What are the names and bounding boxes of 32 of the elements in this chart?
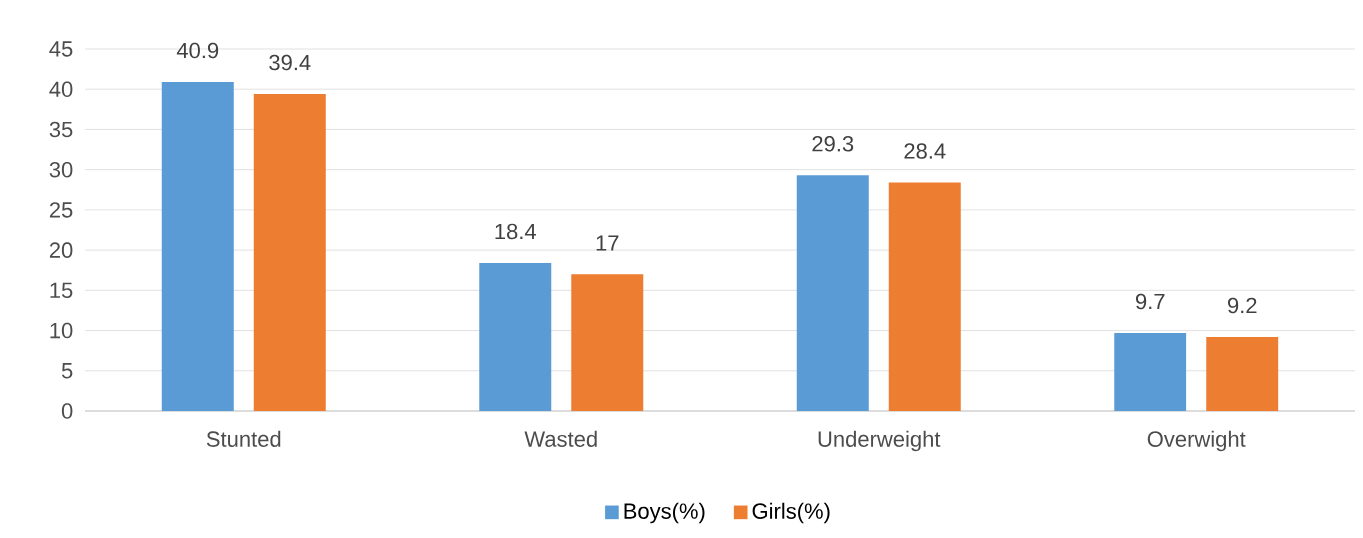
data-label: 40.9 <box>176 42 219 59</box>
legend-label: Boys(%) <box>624 502 705 524</box>
legend-label: Girls(%) <box>752 502 830 524</box>
y-tick-label: 40 <box>49 81 73 98</box>
y-tick-label: 45 <box>49 41 73 57</box>
bar <box>161 81 234 411</box>
y-tick-label: 15 <box>50 282 73 299</box>
y-tick-label: 25 <box>49 202 73 218</box>
bar <box>796 175 869 411</box>
y-tick-label: 0 <box>61 403 73 419</box>
data-label: 9.7 <box>1136 293 1165 310</box>
y-tick-label: 30 <box>49 161 73 178</box>
bar <box>888 182 961 411</box>
data-label: 17 <box>596 235 619 251</box>
bar <box>1114 332 1187 411</box>
x-tick-label: Stunted <box>206 430 281 447</box>
y-tick-label: 5 <box>61 363 73 379</box>
data-label: 28.4 <box>904 143 946 159</box>
bar <box>1206 336 1279 411</box>
x-tick-label: Wasted <box>524 430 597 447</box>
y-tick-label: 10 <box>50 322 73 339</box>
y-tick-label: 35 <box>49 121 73 138</box>
x-tick-label: Underweight <box>818 430 941 452</box>
y-tick-label: 20 <box>49 242 73 258</box>
data-label: 39.4 <box>269 54 311 71</box>
data-label: 18.4 <box>495 223 537 240</box>
bar <box>479 262 552 411</box>
data-label: 9.2 <box>1228 297 1257 314</box>
bar <box>253 94 326 411</box>
data-label: 29.3 <box>812 136 854 152</box>
bar <box>571 274 644 411</box>
x-tick-label: Overwight <box>1147 430 1246 452</box>
